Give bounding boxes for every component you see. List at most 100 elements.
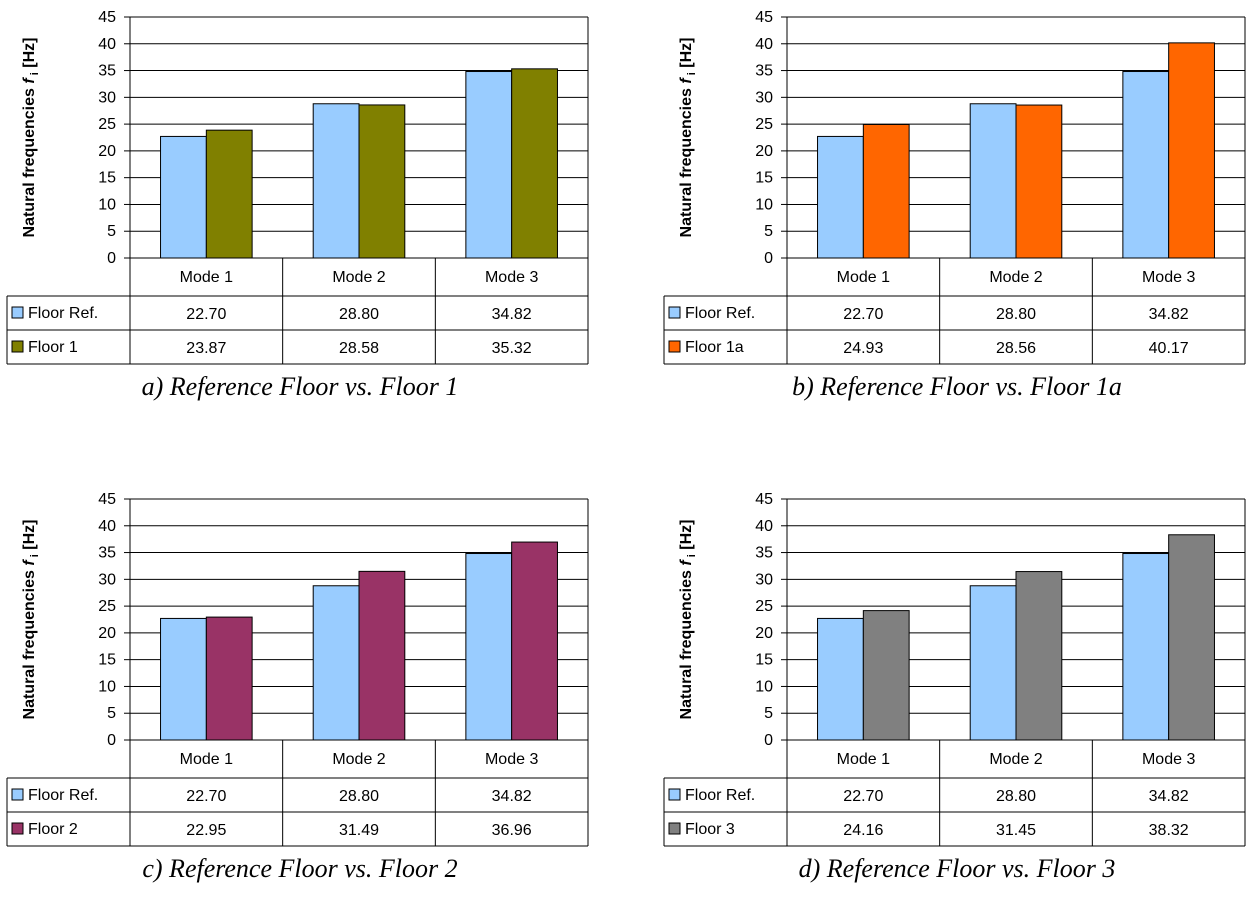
data-value-label: 28.80 <box>339 306 379 323</box>
data-value-label: 31.49 <box>339 822 379 839</box>
bar <box>511 541 558 741</box>
y-tick-label: 25 <box>755 116 773 133</box>
bar <box>862 123 910 259</box>
bar <box>358 570 406 741</box>
y-tick-label: 45 <box>755 9 773 26</box>
category-label: Mode 2 <box>332 269 385 286</box>
category-label: Mode 3 <box>1142 751 1195 768</box>
y-tick-label: 0 <box>764 732 773 749</box>
y-tick-label: 45 <box>98 9 116 26</box>
legend-swatch <box>668 306 681 319</box>
bar <box>1168 42 1215 259</box>
legend-entry: Floor 1 <box>28 339 78 356</box>
bar <box>969 103 1017 259</box>
data-value-label: 24.93 <box>843 340 883 357</box>
y-axis-label: Natural frequencies f i [Hz] <box>678 38 698 238</box>
y-tick-label: 20 <box>755 625 773 642</box>
bar <box>817 617 864 741</box>
data-value-label: 22.95 <box>186 822 226 839</box>
data-value-label: 35.32 <box>492 340 532 357</box>
data-value-label: 22.70 <box>843 306 883 323</box>
bar <box>160 617 207 741</box>
y-tick-label: 20 <box>755 143 773 160</box>
legend-swatch <box>668 788 681 801</box>
chart-caption-d: d) Reference Floor vs. Floor 3 <box>798 854 1116 883</box>
data-value-label: 38.32 <box>1149 822 1189 839</box>
data-value-label: 34.82 <box>492 306 532 323</box>
bar <box>969 585 1017 741</box>
y-tick-label: 25 <box>755 598 773 615</box>
y-tick-label: 5 <box>107 223 116 240</box>
bar <box>312 103 360 259</box>
y-tick-label: 45 <box>755 491 773 508</box>
y-tick-label: 10 <box>755 678 773 695</box>
y-tick-label: 20 <box>98 143 116 160</box>
y-tick-label: 35 <box>755 63 773 80</box>
category-label: Mode 1 <box>837 751 890 768</box>
data-value-label: 40.17 <box>1149 340 1189 357</box>
y-tick-label: 20 <box>98 625 116 642</box>
y-tick-label: 35 <box>755 545 773 562</box>
legend-swatch <box>668 822 681 835</box>
y-tick-label: 30 <box>98 89 116 106</box>
chart-caption-a: a) Reference Floor vs. Floor 1 <box>141 372 459 401</box>
bar <box>1015 104 1063 259</box>
legend-swatch <box>11 788 24 801</box>
y-tick-label: 10 <box>98 678 116 695</box>
data-value-label: 34.82 <box>492 788 532 805</box>
data-value-label: 34.82 <box>1149 788 1189 805</box>
data-value-label: 22.70 <box>843 788 883 805</box>
category-label: Mode 2 <box>332 751 385 768</box>
bar <box>1122 71 1170 259</box>
chart-caption-c: c) Reference Floor vs. Floor 2 <box>142 854 458 883</box>
legend-entry: Floor Ref. <box>685 787 755 804</box>
y-tick-label: 10 <box>755 196 773 213</box>
bar <box>205 129 253 259</box>
y-tick-label: 5 <box>764 223 773 240</box>
data-value-label: 34.82 <box>1149 306 1189 323</box>
chart-caption-b: b) Reference Floor vs. Floor 1a <box>792 372 1122 401</box>
y-tick-label: 25 <box>98 116 116 133</box>
y-axis-label: Natural frequencies f i [Hz] <box>678 520 698 720</box>
data-value-label: 28.58 <box>339 340 379 357</box>
y-tick-label: 15 <box>98 652 116 669</box>
data-value-label: 28.80 <box>996 788 1036 805</box>
y-tick-label: 30 <box>98 571 116 588</box>
legend-swatch <box>11 306 24 319</box>
legend-entry: Floor 2 <box>28 821 78 838</box>
bar <box>465 553 513 741</box>
bar <box>511 68 558 259</box>
data-value-label: 31.45 <box>996 822 1036 839</box>
legend-entry: Floor 3 <box>685 821 735 838</box>
legend-swatch <box>668 340 681 353</box>
legend-swatch <box>11 822 24 835</box>
legend-entry: Floor Ref. <box>685 305 755 322</box>
y-tick-label: 5 <box>764 705 773 722</box>
y-axis-label: Natural frequencies f i [Hz] <box>21 520 41 720</box>
y-tick-label: 15 <box>755 170 773 187</box>
data-value-label: 23.87 <box>186 340 226 357</box>
y-tick-label: 0 <box>107 732 116 749</box>
y-tick-label: 0 <box>107 250 116 267</box>
category-label: Mode 1 <box>180 751 233 768</box>
y-tick-label: 25 <box>98 598 116 615</box>
y-tick-label: 5 <box>107 705 116 722</box>
y-tick-label: 0 <box>764 250 773 267</box>
y-tick-label: 15 <box>98 170 116 187</box>
category-label: Mode 2 <box>989 269 1042 286</box>
bar <box>1168 534 1215 741</box>
bar <box>358 104 406 259</box>
chart-panel-d: 0 5 10 15 20 25 30 35 40 45 Mode 1 Mode 2 Mode 3 Floo… <box>657 482 1257 912</box>
bar-chart-d: 0 5 10 15 20 25 30 35 40 45 Mode 1 Mode 2 Mode 3 Floo… <box>663 491 1246 847</box>
chart-panel-a: 0 5 10 15 20 25 30 35 40 45 Mode 1 Mode 2 Mode 3 Floo… <box>0 0 600 430</box>
category-label: Mode 3 <box>485 751 538 768</box>
bar-chart-b: 0 5 10 15 20 25 30 35 40 45 Mode 1 Mode 2 Mode 3 Floo… <box>663 9 1246 365</box>
bar <box>817 135 864 259</box>
y-tick-label: 45 <box>98 491 116 508</box>
y-tick-label: 35 <box>98 545 116 562</box>
y-tick-label: 15 <box>755 652 773 669</box>
legend-entry: Floor 1a <box>685 339 744 356</box>
data-value-label: 22.70 <box>186 788 226 805</box>
bar <box>1015 571 1063 741</box>
category-label: Mode 3 <box>1142 269 1195 286</box>
